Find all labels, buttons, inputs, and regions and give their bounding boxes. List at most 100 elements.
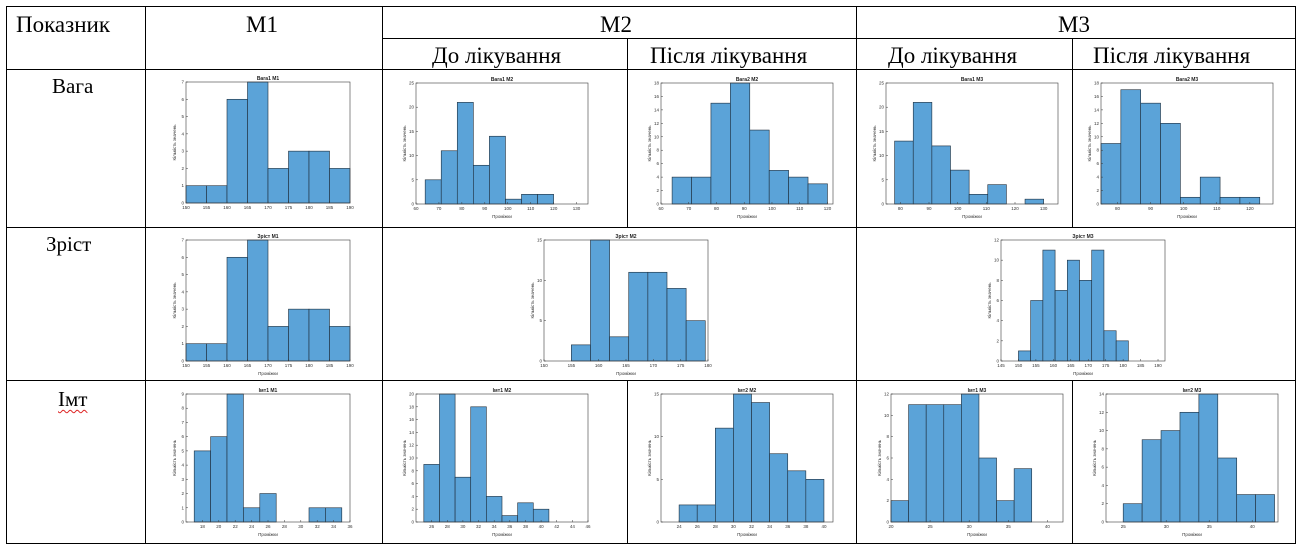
axes-box bbox=[1105, 393, 1279, 523]
histogram-bar bbox=[1054, 290, 1068, 362]
x-tick-label: 80 bbox=[898, 206, 904, 211]
y-tick-label: 0 bbox=[539, 359, 542, 364]
histogram-bar bbox=[912, 102, 933, 205]
header-m2-after: Після лікування bbox=[650, 43, 808, 68]
x-tick-label: 30 bbox=[967, 524, 973, 529]
y-tick-label: 5 bbox=[539, 318, 542, 323]
x-tick-label: 175 bbox=[285, 205, 293, 210]
y-tick-label: 14 bbox=[1094, 107, 1100, 112]
histogram-bar bbox=[807, 183, 828, 205]
histogram-bar bbox=[925, 404, 945, 523]
histogram-bar bbox=[329, 326, 351, 362]
x-tick-label: 170 bbox=[1084, 363, 1092, 368]
x-tick-label: 24 bbox=[677, 524, 683, 529]
y-tick-label: 10 bbox=[884, 413, 890, 418]
x-tick-label: 38 bbox=[803, 524, 809, 529]
x-tick-label: 36 bbox=[507, 524, 513, 529]
histogram-bar bbox=[671, 176, 692, 205]
histogram-c10: Імт2 М2 24 26 28 30 32 34 36 38 40 0 5 10 15 Проміжки К… bbox=[647, 388, 834, 537]
y-tick-label: 2 bbox=[181, 166, 184, 171]
x-tick-label: 90 bbox=[926, 206, 932, 211]
histogram-bar bbox=[1198, 393, 1219, 523]
histogram-bar bbox=[987, 184, 1007, 205]
y-tick-label: 5 bbox=[656, 477, 659, 482]
x-tick-label: 165 bbox=[1067, 363, 1075, 368]
histogram-c3: Вага1 М3 80 90 100 110 120 130 0 5 10 15 20 25 Проміж… bbox=[872, 77, 1059, 219]
x-tick-label: 120 bbox=[824, 206, 832, 211]
y-tick-label: 12 bbox=[409, 443, 415, 448]
y-tick-label: 0 bbox=[1101, 520, 1104, 525]
header-indicator: Показник bbox=[16, 12, 111, 37]
x-tick-label: 22 bbox=[233, 524, 239, 529]
x-tick-label: 20 bbox=[216, 524, 222, 529]
x-tick-label: 150 bbox=[540, 363, 548, 368]
x-tick-label: 100 bbox=[1180, 206, 1188, 211]
y-axis-label: Кількість значень bbox=[872, 125, 877, 162]
chart-title: Зріст М3 bbox=[1072, 234, 1093, 240]
histogram-bar bbox=[243, 507, 261, 523]
histogram-bar bbox=[590, 239, 610, 362]
histogram-c2: Вага2 М2 60 70 80 90 100 110 120 0 2 4 6 8 10 12 14 16 18… bbox=[647, 77, 834, 219]
x-tick-label: 155 bbox=[568, 363, 576, 368]
x-tick-label: 155 bbox=[203, 363, 211, 368]
axes-box bbox=[660, 82, 834, 205]
y-tick-label: 12 bbox=[654, 121, 660, 126]
axes-box bbox=[660, 393, 834, 523]
histogram-bar bbox=[1024, 198, 1044, 205]
histogram-bar bbox=[308, 150, 330, 204]
y-tick-label: 10 bbox=[1099, 428, 1105, 433]
histogram-bar bbox=[247, 239, 269, 362]
y-axis-label: Кількість значень bbox=[402, 439, 407, 476]
y-tick-label: 6 bbox=[656, 161, 659, 166]
histogram-bar bbox=[288, 150, 310, 204]
histogram-bar bbox=[486, 496, 503, 523]
y-tick-label: 20 bbox=[409, 105, 415, 110]
x-tick-label: 20 bbox=[888, 524, 894, 529]
histogram-bar bbox=[678, 504, 698, 523]
histogram-bar bbox=[537, 194, 554, 205]
histogram-bar bbox=[1140, 102, 1161, 205]
y-tick-label: 6 bbox=[181, 255, 184, 260]
chart-title: Імт1 М1 bbox=[259, 388, 278, 394]
histogram-bar bbox=[1180, 196, 1201, 205]
y-tick-label: 8 bbox=[996, 278, 999, 283]
chart-title: Вага2 М3 bbox=[1176, 77, 1199, 83]
x-tick-label: 38 bbox=[523, 524, 529, 529]
x-tick-label: 90 bbox=[742, 206, 748, 211]
histogram-c5: Зріст М1 150 155 160 165 170 175 180 185 190 0 1 2 3 4… bbox=[172, 234, 354, 376]
y-tick-label: 10 bbox=[654, 434, 660, 439]
x-tick-label: 120 bbox=[550, 206, 558, 211]
y-tick-label: 0 bbox=[181, 201, 184, 206]
x-tick-label: 180 bbox=[305, 205, 313, 210]
y-axis-label: Кількість значень bbox=[172, 439, 177, 476]
x-tick-label: 32 bbox=[749, 524, 755, 529]
histogram-c7: Зріст М3 145 150 155 160 165 170 175 180 185 190 0 2… bbox=[987, 234, 1166, 376]
x-tick-label: 100 bbox=[954, 206, 962, 211]
histogram-bar bbox=[210, 436, 228, 523]
y-tick-label: 14 bbox=[1099, 392, 1105, 397]
x-tick-label: 120 bbox=[1011, 206, 1019, 211]
x-tick-label: 165 bbox=[622, 363, 630, 368]
y-tick-label: 16 bbox=[1094, 94, 1100, 99]
x-tick-label: 70 bbox=[686, 206, 692, 211]
y-tick-label: 5 bbox=[881, 177, 884, 182]
histogram-bar bbox=[730, 82, 751, 205]
histogram-bar bbox=[647, 271, 668, 362]
histogram-bar bbox=[473, 164, 490, 205]
chart-title: Зріст М2 bbox=[615, 234, 636, 240]
x-tick-label: 190 bbox=[1154, 363, 1162, 368]
y-tick-label: 18 bbox=[654, 81, 660, 86]
histogram-bar bbox=[961, 393, 980, 523]
x-axis-label: Проміжки bbox=[492, 532, 512, 537]
x-tick-label: 34 bbox=[492, 524, 498, 529]
y-tick-label: 0 bbox=[886, 520, 889, 525]
x-tick-label: 80 bbox=[714, 206, 720, 211]
histogram-bar bbox=[308, 308, 330, 362]
x-tick-label: 110 bbox=[983, 206, 991, 211]
x-tick-label: 160 bbox=[595, 363, 603, 368]
x-tick-label: 185 bbox=[1137, 363, 1145, 368]
x-tick-label: 150 bbox=[182, 363, 190, 368]
histogram-bar bbox=[1179, 411, 1200, 523]
x-tick-label: 32 bbox=[476, 524, 482, 529]
